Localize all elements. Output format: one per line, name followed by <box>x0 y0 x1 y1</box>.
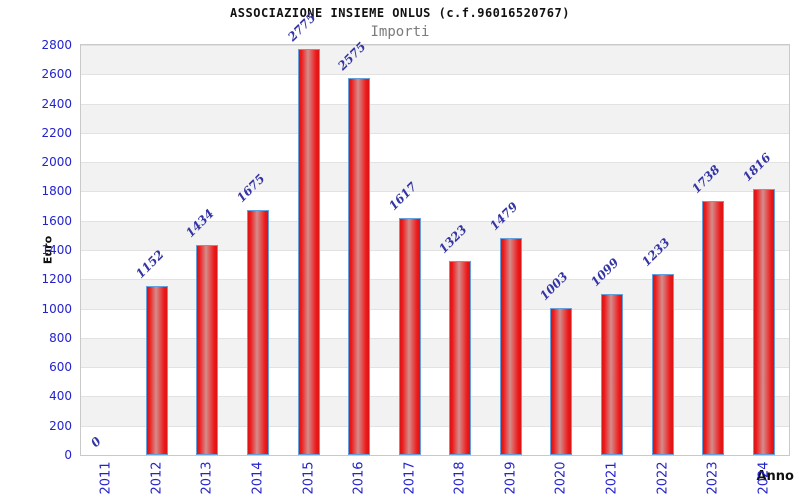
bar-2015 <box>297 48 320 455</box>
grid-band <box>81 308 789 338</box>
x-tick-label: 2015 <box>301 461 317 495</box>
grid-band <box>81 396 789 426</box>
y-tick-label: 2000 <box>41 155 72 170</box>
x-tick-label: 2016 <box>351 461 367 495</box>
x-tick-label: 2023 <box>705 461 721 495</box>
grid-band <box>81 103 789 133</box>
bar-2022 <box>651 274 674 455</box>
grid-band <box>81 74 789 104</box>
x-tick-label: 2011 <box>98 461 114 495</box>
x-tick-label: 2012 <box>149 461 165 495</box>
grid-band <box>81 367 789 397</box>
y-tick-label: 1000 <box>41 301 72 316</box>
y-tick-label: 2400 <box>41 96 72 111</box>
y-tick-label: 200 <box>49 418 72 433</box>
grid-band <box>81 132 789 163</box>
x-tick-label: 2020 <box>553 461 569 495</box>
y-tick-label: 2200 <box>41 125 72 140</box>
grid-band <box>81 425 789 455</box>
x-tick-label: 2013 <box>199 461 215 495</box>
x-tick-label: 2022 <box>655 461 671 495</box>
grid-band <box>81 191 789 221</box>
y-tick-label: 1200 <box>41 272 72 287</box>
grid-band <box>81 250 789 280</box>
bar-2019 <box>499 238 522 455</box>
y-tick-label: 1400 <box>41 243 72 257</box>
x-tick-label: 2021 <box>604 461 620 495</box>
y-tick-label: 1600 <box>41 213 72 228</box>
x-tick-label: 2019 <box>503 461 519 495</box>
bar-2013 <box>196 245 219 455</box>
x-tick-label: 2024 <box>756 461 772 495</box>
y-tick-label: 800 <box>49 330 72 345</box>
plot-area <box>80 44 790 456</box>
grid-band <box>81 337 789 368</box>
y-tick-label: 0 <box>64 448 72 462</box>
x-axis-title: Anno <box>756 469 794 484</box>
bar-2018 <box>449 261 472 455</box>
x-tick-label: 2014 <box>250 461 266 495</box>
x-tick-label: 2018 <box>452 461 468 495</box>
bar-2017 <box>398 218 421 455</box>
y-tick-label: 1800 <box>41 184 72 199</box>
bar-2021 <box>601 294 623 455</box>
bar-2016 <box>348 77 371 455</box>
bar-2024 <box>752 189 775 455</box>
bar-2012 <box>145 286 168 455</box>
x-tick-label: 2017 <box>402 461 418 495</box>
grid-band <box>81 45 789 75</box>
bar-2020 <box>550 308 573 455</box>
y-tick-label: 400 <box>49 389 72 404</box>
bar-2014 <box>247 209 269 455</box>
y-tick-label: 2600 <box>41 67 72 82</box>
y-tick-label: 600 <box>49 360 72 375</box>
chart-subtitle: Importi <box>370 24 430 40</box>
grid-band <box>81 279 789 309</box>
grid-band <box>81 162 789 192</box>
bar-2023 <box>702 200 725 455</box>
y-tick-label: 2800 <box>41 38 72 52</box>
chart-title: ASSOCIAZIONE INSIEME ONLUS (c.f.96016520… <box>230 6 570 20</box>
